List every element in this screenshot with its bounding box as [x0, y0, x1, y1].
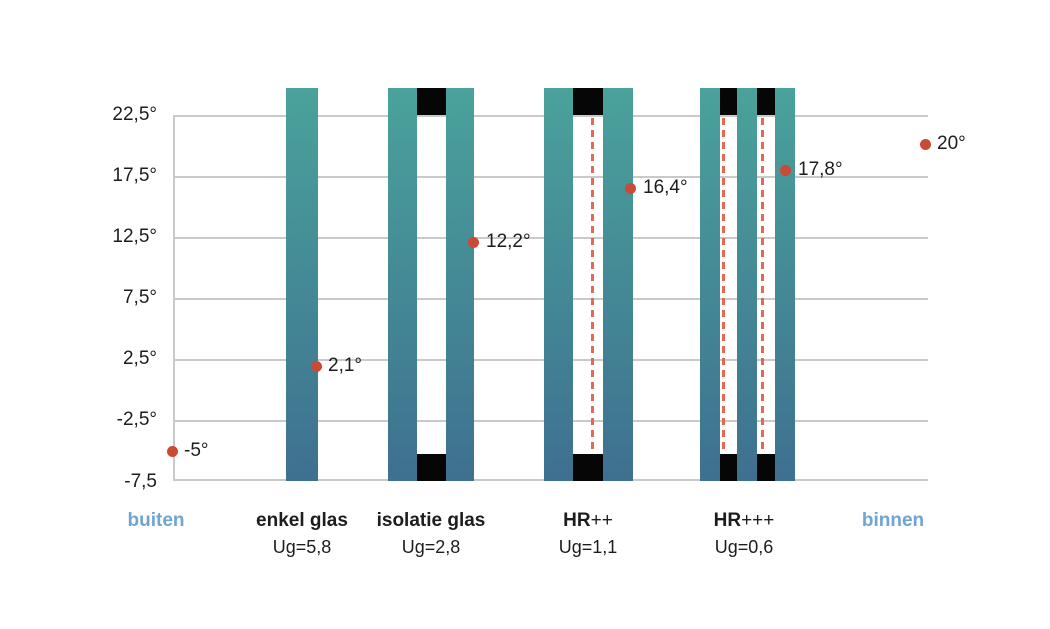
- spacer: [757, 88, 775, 115]
- spacer: [757, 454, 775, 481]
- glass-pane: [544, 88, 573, 481]
- category-main-label: isolatie glas: [376, 510, 486, 531]
- data-point-label: 16,4°: [643, 177, 688, 198]
- category-label-buiten: buiten: [66, 509, 246, 533]
- coating-dashed-line: [591, 118, 594, 452]
- y-axis-tick-label: 12,5°: [112, 226, 157, 247]
- data-point-enkel-glas: [311, 361, 322, 372]
- category-main-label: enkel glas: [256, 510, 348, 531]
- data-point-label: 12,2°: [486, 231, 531, 252]
- category-label-enkel-glas: enkel glas: [212, 509, 392, 533]
- glass-pane: [775, 88, 795, 481]
- category-label-hr-plus-plus: HR++: [498, 509, 678, 533]
- data-point-hr-plus-plus: [625, 183, 636, 194]
- category-main-label: HR: [713, 510, 742, 531]
- category-main-label: buiten: [127, 510, 185, 531]
- y-axis-tick-label: 7,5°: [122, 287, 157, 308]
- ug-value-label: Ug=2,8: [401, 537, 461, 557]
- data-point-label: 17,8°: [798, 159, 843, 180]
- data-point-buiten: [167, 446, 178, 457]
- data-point-label: -5°: [184, 440, 209, 461]
- category-main-label: binnen: [861, 510, 925, 531]
- category-suffix-label: ++: [590, 510, 613, 531]
- glass-pane: [700, 88, 720, 481]
- coating-dashed-line: [761, 118, 764, 452]
- spacer: [573, 88, 603, 115]
- spacer: [417, 454, 446, 481]
- data-point-binnen: [920, 139, 931, 150]
- category-main-label: HR: [563, 510, 591, 531]
- category-label-binnen: binnen: [803, 509, 983, 533]
- category-label-hr-plus-plus-plus: HR+++: [654, 509, 834, 533]
- ug-value-label: Ug=0,6: [714, 537, 774, 557]
- data-point-isolatie-glas: [468, 237, 479, 248]
- y-axis-tick-label: 22,5°: [112, 104, 157, 125]
- glass-pane: [446, 88, 474, 481]
- glass-pane: [388, 88, 417, 481]
- data-point-label: 20°: [937, 133, 966, 154]
- category-suffix-label: +++: [741, 510, 775, 531]
- y-axis-tick-label: 2,5°: [122, 348, 157, 369]
- ug-value-label: Ug=1,1: [558, 537, 618, 557]
- glass-pane: [603, 88, 633, 481]
- ug-value-label: Ug=5,8: [272, 537, 332, 557]
- spacer: [720, 88, 737, 115]
- spacer: [417, 88, 446, 115]
- y-axis-tick-label: -2,5°: [116, 409, 157, 430]
- glass-pane: [737, 88, 757, 481]
- data-point-label: 2,1°: [328, 355, 363, 376]
- data-point-hr-plus-plus-plus: [780, 165, 791, 176]
- y-axis-tick-label: 17,5°: [112, 165, 157, 186]
- spacer: [573, 454, 603, 481]
- spacer: [720, 454, 737, 481]
- coating-dashed-line: [722, 118, 725, 452]
- y-axis-tick-label: -7,5: [124, 471, 157, 492]
- glass-pane: [286, 88, 318, 481]
- category-label-isolatie-glas: isolatie glas: [341, 509, 521, 533]
